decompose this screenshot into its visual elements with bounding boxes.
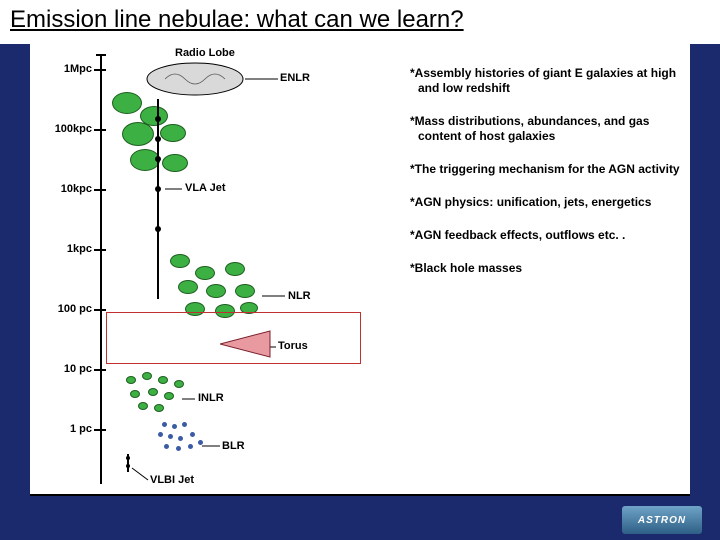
- astron-logo: ASTRON: [622, 506, 702, 534]
- blr-cloud: [188, 444, 193, 449]
- blr-cloud: [162, 422, 167, 427]
- nlr-cloud: [235, 284, 255, 298]
- blr-cloud: [164, 444, 169, 449]
- nlr-highlight-box: [106, 312, 361, 364]
- blr-cloud: [158, 432, 163, 437]
- blr-cloud: [190, 432, 195, 437]
- inlr-cloud: [130, 390, 140, 398]
- enlr-cloud: [112, 92, 142, 114]
- nlr-cloud: [195, 266, 215, 280]
- nlr-cloud: [178, 280, 198, 294]
- content-panel: 1Mpc 100kpc 10kpc 1kpc 100 pc 10 pc 1 pc…: [30, 44, 690, 494]
- inlr-cloud: [142, 372, 152, 380]
- label-vlbi-jet: VLBI Jet: [150, 474, 194, 486]
- bullet-item: *The triggering mechanism for the AGN ac…: [410, 162, 680, 177]
- inlr-cloud: [164, 392, 174, 400]
- blr-cloud: [176, 446, 181, 451]
- vla-jet-icon: [148, 99, 168, 299]
- blr-cloud: [182, 422, 187, 427]
- scale-diagram: 1Mpc 100kpc 10kpc 1kpc 100 pc 10 pc 1 pc…: [30, 44, 400, 494]
- bullet-item: *Mass distributions, abundances, and gas…: [410, 114, 680, 144]
- inlr-cloud: [174, 380, 184, 388]
- blr-cloud: [172, 424, 177, 429]
- label-enlr: ENLR: [280, 72, 310, 84]
- label-vla-jet: VLA Jet: [185, 182, 226, 194]
- bullet-item: *AGN feedback effects, outflows etc. .: [410, 228, 680, 243]
- label-blr: BLR: [222, 440, 245, 452]
- inlr-cloud: [148, 388, 158, 396]
- nlr-cloud: [206, 284, 226, 298]
- leader-lines: [30, 44, 400, 494]
- label-inlr: INLR: [198, 392, 224, 404]
- nlr-cloud: [170, 254, 190, 268]
- vlbi-jet-icon: [118, 454, 138, 474]
- slide-title: Emission line nebulae: what can we learn…: [10, 6, 464, 34]
- blr-cloud: [178, 436, 183, 441]
- inlr-cloud: [154, 404, 164, 412]
- bullet-item: *AGN physics: unification, jets, energet…: [410, 195, 680, 210]
- blr-cloud: [198, 440, 203, 445]
- bullet-list: *Assembly histories of giant E galaxies …: [410, 66, 680, 294]
- footer-rule: [30, 494, 690, 496]
- nlr-cloud: [225, 262, 245, 276]
- inlr-cloud: [138, 402, 148, 410]
- inlr-cloud: [158, 376, 168, 384]
- inlr-cloud: [126, 376, 136, 384]
- blr-cloud: [168, 434, 173, 439]
- bullet-item: *Black hole masses: [410, 261, 680, 276]
- label-nlr: NLR: [288, 290, 311, 302]
- bullet-item: *Assembly histories of giant E galaxies …: [410, 66, 680, 96]
